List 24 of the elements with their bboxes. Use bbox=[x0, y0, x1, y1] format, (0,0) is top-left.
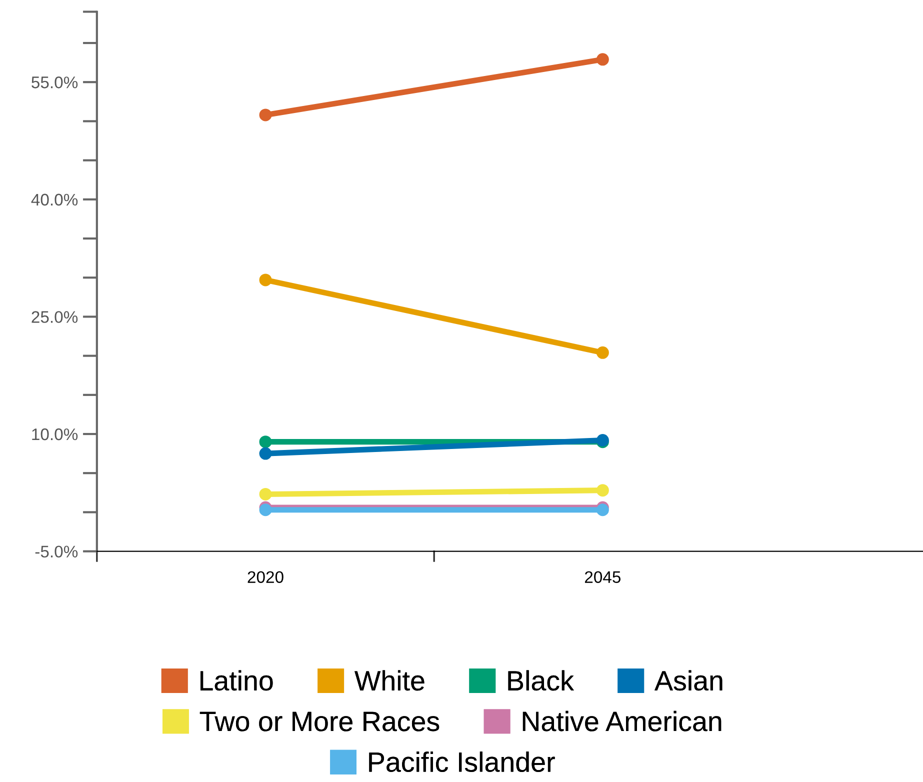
legend-label: Black bbox=[508, 670, 574, 691]
y-tick-label: -5.0% bbox=[35, 546, 78, 558]
y-tick-label: 25.0% bbox=[32, 311, 78, 323]
point bbox=[259, 447, 272, 460]
point bbox=[259, 436, 272, 448]
point bbox=[596, 504, 609, 516]
point bbox=[259, 488, 272, 500]
y-tick-label: 40.0% bbox=[31, 194, 78, 206]
legend-label: White bbox=[354, 670, 424, 691]
y-tick-label: 55.0% bbox=[32, 76, 78, 88]
point bbox=[259, 108, 272, 122]
legend-label: Native American bbox=[522, 710, 722, 732]
legend-label: Latino bbox=[200, 670, 273, 691]
legend-label: Pacific Islander bbox=[369, 752, 555, 772]
point bbox=[596, 484, 609, 497]
x-tick-label: 2045 bbox=[584, 571, 621, 583]
point bbox=[259, 504, 272, 516]
y-tick-label: 10.0% bbox=[32, 428, 78, 440]
x-tick-label: 2020 bbox=[248, 571, 284, 583]
point bbox=[259, 274, 272, 286]
point bbox=[596, 346, 609, 359]
point bbox=[596, 53, 609, 66]
legend-label: Asian bbox=[654, 670, 722, 691]
legend-label: Two or More Races bbox=[200, 712, 440, 732]
